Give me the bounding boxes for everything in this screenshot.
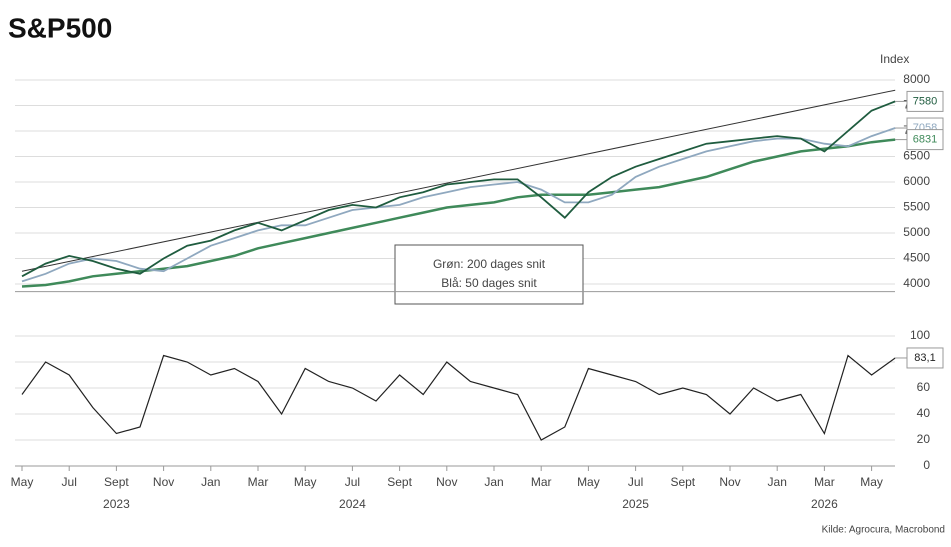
year-label: 2024	[339, 497, 366, 511]
chart-title: S&P500	[8, 12, 112, 43]
x-tick-label: May	[11, 475, 34, 489]
x-tick-label: May	[860, 475, 883, 489]
y-tick-label: 100	[910, 328, 930, 342]
y-axis-label: Index	[880, 52, 909, 66]
x-tick-label: Nov	[153, 475, 174, 489]
value-label: 83,1	[914, 352, 935, 364]
y-tick-label: 6000	[903, 174, 930, 188]
y-tick-label: 4500	[903, 251, 930, 265]
label-box	[906, 129, 944, 151]
x-tick-label: Nov	[719, 475, 740, 489]
year-label: 2026	[811, 497, 838, 511]
y-tick-label: 40	[917, 406, 931, 420]
label-box	[906, 347, 944, 369]
x-tick-label: Sept	[104, 475, 129, 489]
series-line	[21, 127, 896, 283]
x-tick-label: Jul	[628, 475, 643, 489]
y-tick-label: 4000	[903, 276, 930, 290]
x-tick-label: May	[577, 475, 600, 489]
year-label: 2025	[622, 497, 649, 511]
x-tick-label: Mar	[531, 475, 552, 489]
annotation-box	[394, 244, 584, 305]
y-tick-label: 20	[917, 432, 931, 446]
y-tick-label: 60	[917, 380, 931, 394]
y-tick-label: 6500	[903, 149, 930, 163]
y-tick-label: 0	[923, 458, 930, 472]
annotation: Grøn: 200 dages snit	[433, 257, 546, 271]
x-tick-label: Jan	[201, 475, 220, 489]
value-label: 6831	[913, 134, 937, 146]
year-label: 2023	[103, 497, 130, 511]
y-tick-label: 8000	[903, 72, 930, 86]
source: Kilde: Agrocura, Macrobond	[822, 525, 945, 536]
x-tick-label: Jan	[768, 475, 787, 489]
x-tick-label: Jul	[345, 475, 360, 489]
x-tick-label: Sept	[670, 475, 695, 489]
series-line	[21, 100, 896, 278]
x-tick-label: May	[294, 475, 317, 489]
value-label: 7580	[913, 95, 937, 107]
x-tick-label: Nov	[436, 475, 457, 489]
oscillator-line	[21, 354, 896, 441]
x-tick-label: Jan	[484, 475, 503, 489]
trend-line	[21, 89, 896, 272]
y-tick-label: 5000	[903, 225, 930, 239]
x-tick-label: Mar	[814, 475, 835, 489]
y-tick-label: 5500	[903, 200, 930, 214]
annotation: Blå: 50 dages snit	[441, 276, 537, 290]
x-tick-label: Sept	[387, 475, 412, 489]
x-tick-label: Jul	[62, 475, 77, 489]
x-tick-label: Mar	[248, 475, 269, 489]
label-box	[906, 90, 944, 112]
